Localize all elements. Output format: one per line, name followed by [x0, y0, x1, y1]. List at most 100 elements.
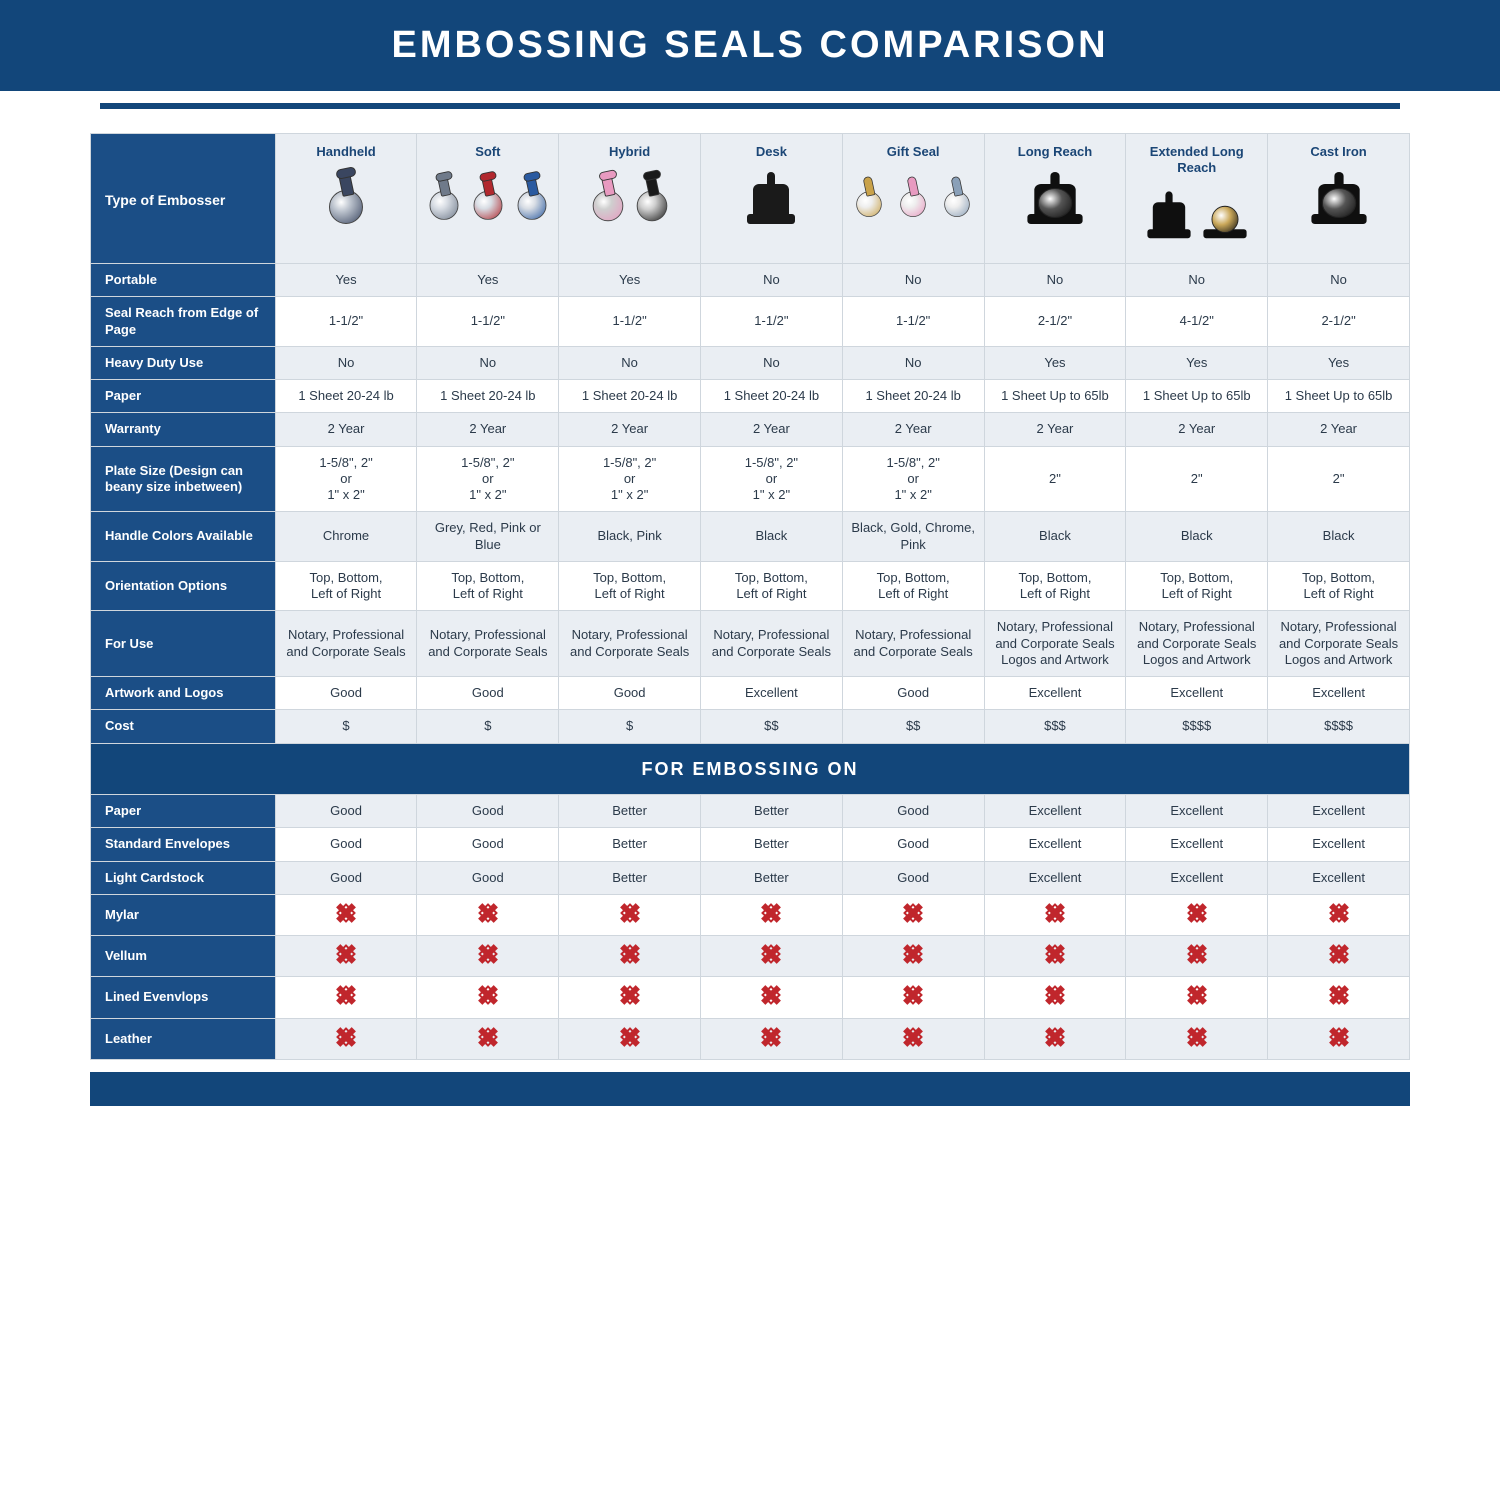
- table-row: Leather: [91, 1018, 1410, 1059]
- column-header: Soft: [417, 134, 559, 264]
- table-cell: Good: [275, 795, 417, 828]
- table-cell: $$$$: [1268, 710, 1410, 743]
- table-row: Light CardstockGoodGoodBetterBetterGoodE…: [91, 861, 1410, 894]
- section-divider: FOR EMBOSSING ON: [91, 743, 1410, 795]
- row-header: Warranty: [91, 413, 276, 446]
- table-cell: Notary, Professional and Corporate Seals: [559, 611, 701, 677]
- table-cell: Good: [842, 828, 984, 861]
- table-cell: [842, 977, 984, 1018]
- table-row: Artwork and LogosGoodGoodGoodExcellentGo…: [91, 677, 1410, 710]
- title-banner: EMBOSSING SEALS COMPARISON: [0, 0, 1500, 91]
- table-cell: Yes: [1126, 346, 1268, 379]
- table-cell: Excellent: [1268, 828, 1410, 861]
- table-row: Lined Evenvlops: [91, 977, 1410, 1018]
- embosser-icon: [565, 168, 694, 224]
- table-cell: Excellent: [1268, 861, 1410, 894]
- table-body-materials: PaperGoodGoodBetterBetterGoodExcellentEx…: [91, 795, 1410, 1060]
- table-cell: Yes: [275, 264, 417, 297]
- table-cell: Black: [701, 512, 843, 562]
- x-icon: [903, 985, 923, 1005]
- table-cell: [1268, 1018, 1410, 1059]
- table-cell: [984, 1018, 1126, 1059]
- table-cell: Black, Gold, Chrome, Pink: [842, 512, 984, 562]
- table-cell: [417, 977, 559, 1018]
- title-underline: [100, 103, 1400, 109]
- table-cell: Good: [842, 861, 984, 894]
- table-row: Orientation OptionsTop, Bottom,Left of R…: [91, 561, 1410, 611]
- table-cell: Excellent: [1126, 677, 1268, 710]
- table-cell: Good: [275, 828, 417, 861]
- table-row: Heavy Duty UseNoNoNoNoNoYesYesYes: [91, 346, 1410, 379]
- x-icon: [761, 985, 781, 1005]
- table-cell: Better: [559, 828, 701, 861]
- table-cell: 2 Year: [417, 413, 559, 446]
- table-cell: 1-5/8", 2"or1" x 2": [842, 446, 984, 512]
- table-cell: 1-1/2": [701, 297, 843, 347]
- table-cell: [984, 977, 1126, 1018]
- column-label: Cast Iron: [1274, 144, 1403, 160]
- row-header: Cost: [91, 710, 276, 743]
- table-cell: [1126, 936, 1268, 977]
- table-row: Paper1 Sheet 20-24 lb1 Sheet 20-24 lb1 S…: [91, 380, 1410, 413]
- x-icon: [478, 903, 498, 923]
- table-cell: Notary, Professional and Corporate Seals: [842, 611, 984, 677]
- table-cell: Excellent: [701, 677, 843, 710]
- footer-bar: [90, 1072, 1410, 1106]
- table-row: Standard EnvelopesGoodGoodBetterBetterGo…: [91, 828, 1410, 861]
- comparison-table-wrap: Type of EmbosserHandheld Soft Hybrid Des…: [0, 117, 1500, 1106]
- table-cell: Black: [984, 512, 1126, 562]
- embosser-icon: [423, 168, 552, 224]
- table-cell: $$: [701, 710, 843, 743]
- table-cell: 2": [1126, 446, 1268, 512]
- table-cell: Notary, Professional and Corporate Seals: [417, 611, 559, 677]
- table-cell: [275, 977, 417, 1018]
- table-cell: Top, Bottom,Left of Right: [701, 561, 843, 611]
- x-icon: [620, 1027, 640, 1047]
- table-cell: No: [984, 264, 1126, 297]
- table-cell: No: [275, 346, 417, 379]
- column-header: Handheld: [275, 134, 417, 264]
- table-cell: 1-1/2": [417, 297, 559, 347]
- column-header: Hybrid: [559, 134, 701, 264]
- table-cell: Notary, Professional and Corporate Seals…: [1268, 611, 1410, 677]
- table-cell: 2": [984, 446, 1126, 512]
- x-icon: [478, 944, 498, 964]
- table-head: Type of EmbosserHandheld Soft Hybrid Des…: [91, 134, 1410, 264]
- table-cell: 2-1/2": [1268, 297, 1410, 347]
- x-icon: [1045, 1027, 1065, 1047]
- x-icon: [903, 1027, 923, 1047]
- table-cell: Top, Bottom,Left of Right: [417, 561, 559, 611]
- table-cell: [1268, 894, 1410, 935]
- table-cell: $: [275, 710, 417, 743]
- x-icon: [1329, 903, 1349, 923]
- table-cell: Excellent: [1268, 677, 1410, 710]
- x-icon: [761, 1027, 781, 1047]
- table-cell: [1268, 977, 1410, 1018]
- column-label: Long Reach: [991, 144, 1120, 160]
- table-cell: Good: [417, 828, 559, 861]
- table-cell: [701, 1018, 843, 1059]
- table-cell: No: [701, 346, 843, 379]
- table-cell: Good: [275, 861, 417, 894]
- x-icon: [903, 903, 923, 923]
- table-cell: 2 Year: [1268, 413, 1410, 446]
- table-cell: [984, 936, 1126, 977]
- row-header: For Use: [91, 611, 276, 677]
- table-row: Seal Reach from Edge of Page1-1/2"1-1/2"…: [91, 297, 1410, 347]
- table-cell: No: [1126, 264, 1268, 297]
- table-cell: $$$$: [1126, 710, 1268, 743]
- section-title: FOR EMBOSSING ON: [91, 743, 1410, 795]
- table-cell: Top, Bottom,Left of Right: [1268, 561, 1410, 611]
- table-cell: [559, 977, 701, 1018]
- x-icon: [903, 944, 923, 964]
- table-cell: [559, 936, 701, 977]
- table-cell: [559, 894, 701, 935]
- x-icon: [1187, 1027, 1207, 1047]
- table-cell: Top, Bottom,Left of Right: [842, 561, 984, 611]
- table-cell: Better: [559, 795, 701, 828]
- table-cell: [417, 894, 559, 935]
- column-header: Cast Iron: [1268, 134, 1410, 264]
- table-cell: 1 Sheet 20-24 lb: [842, 380, 984, 413]
- table-cell: Top, Bottom,Left of Right: [275, 561, 417, 611]
- table-cell: Top, Bottom,Left of Right: [559, 561, 701, 611]
